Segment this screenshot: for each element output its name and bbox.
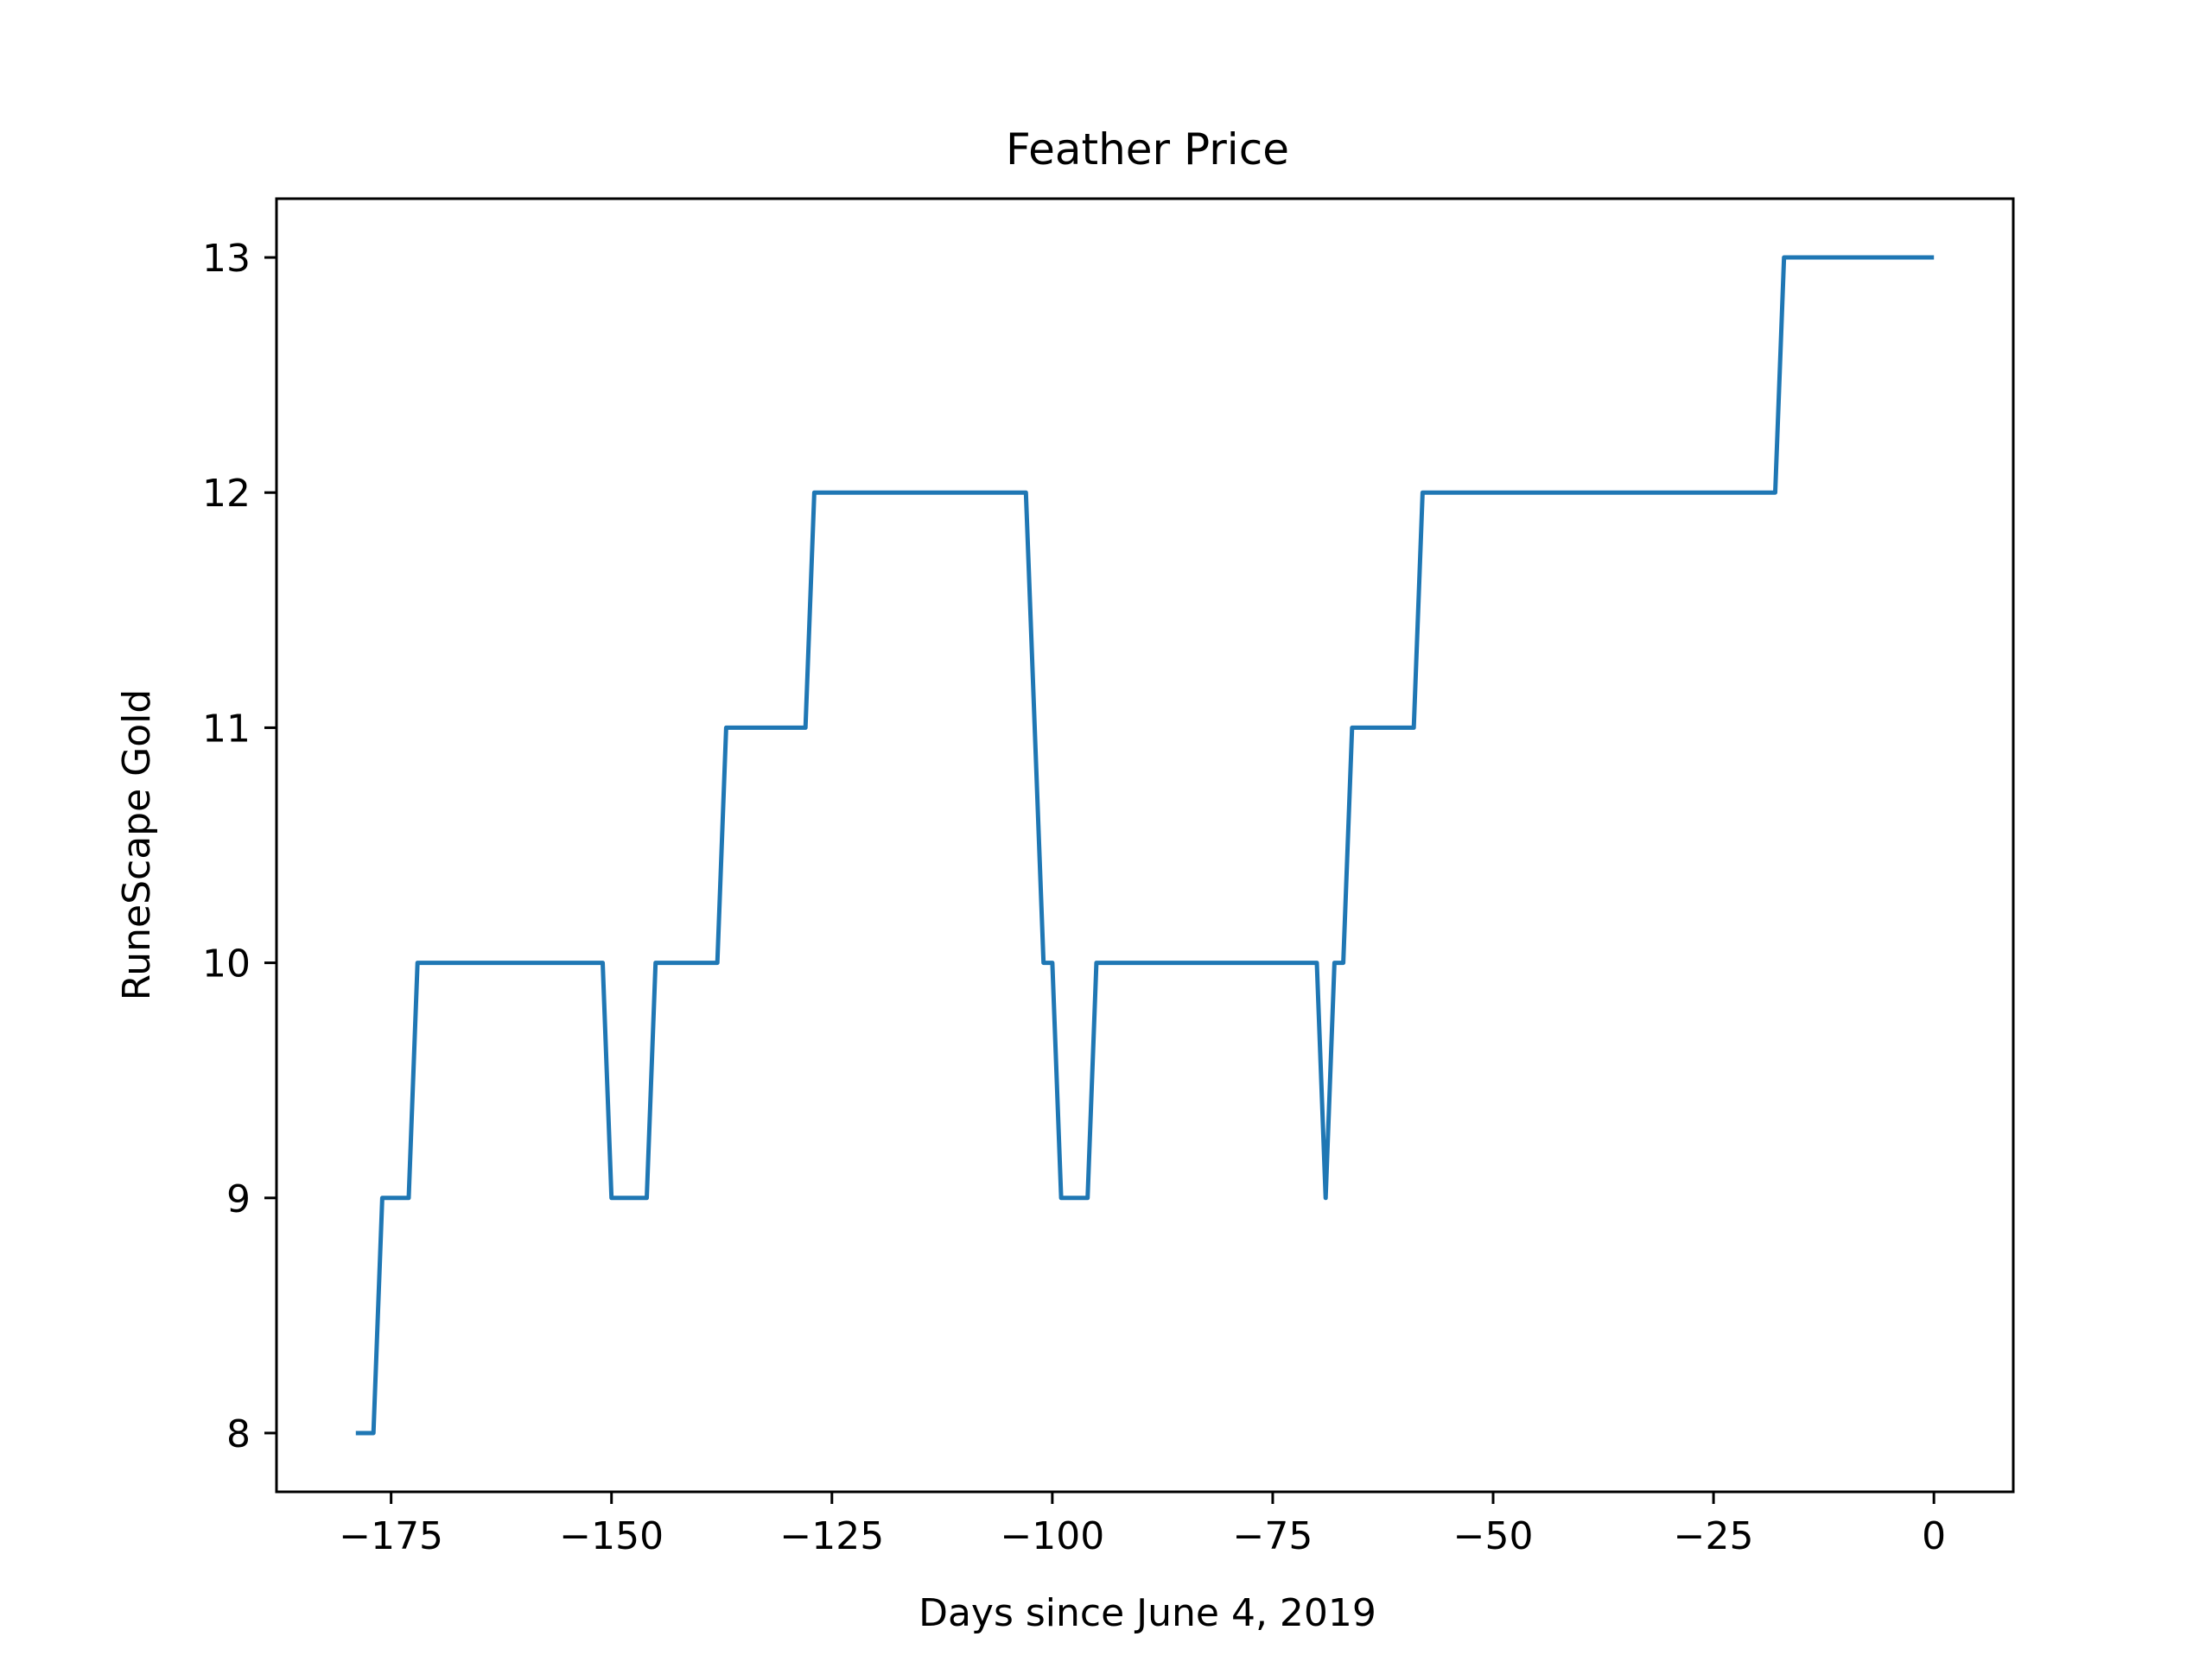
y-tick-label: 10 xyxy=(202,942,251,986)
series-line xyxy=(355,255,1935,1436)
y-tick-label: 11 xyxy=(202,707,251,751)
y-tick-label: 12 xyxy=(202,472,251,516)
plot-frame xyxy=(275,197,2015,1494)
x-tick-label: −100 xyxy=(1000,1514,1104,1558)
chart-title: Feather Price xyxy=(1006,124,1289,174)
x-tick-label: −75 xyxy=(1233,1514,1313,1558)
x-tick-label: −150 xyxy=(559,1514,664,1558)
y-tick-label: 9 xyxy=(226,1177,251,1221)
y-tick-label: 13 xyxy=(202,237,251,281)
x-axis: −175 −150 −125 −100 −75 −50 −25 0 xyxy=(339,1492,1946,1558)
x-axis-label: Days since June 4, 2019 xyxy=(918,1591,1376,1635)
x-tick-label: −25 xyxy=(1674,1514,1754,1558)
y-tick-label: 8 xyxy=(226,1412,251,1456)
x-tick-label: 0 xyxy=(1922,1514,1946,1558)
y-axis-label: RuneScape Gold xyxy=(115,689,159,1001)
y-axis: 8 9 10 11 12 13 xyxy=(202,237,276,1456)
x-tick-label: −175 xyxy=(339,1514,443,1558)
x-tick-label: −50 xyxy=(1453,1514,1534,1558)
x-tick-label: −125 xyxy=(779,1514,884,1558)
plot-area: −175 −150 −125 −100 −75 −50 −25 0 8 9 10 11 12 13 xyxy=(202,197,2015,1558)
